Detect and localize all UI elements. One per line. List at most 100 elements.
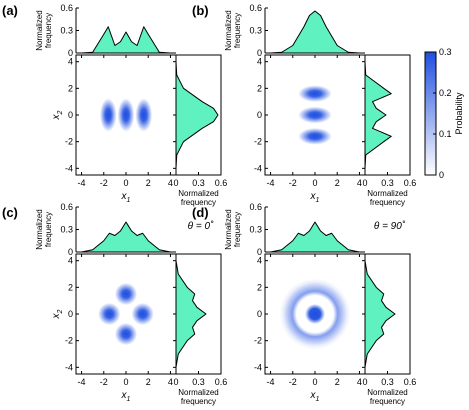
panel-c-xtick-label: -4 [78,377,86,387]
panel-a-letter: (a) [2,3,18,18]
panel-a-ytick-label: 4 [68,57,73,67]
panel-b-ytick-label: 4 [257,57,262,67]
panel-d-right-marginal-tick-label: 0.6 [404,377,417,387]
panel-c-right-marginal-label-2: frequency [181,397,216,406]
panel-b-xtick-label: 2 [335,178,340,188]
panel-a-ytick-label: -4 [65,163,73,173]
colorbar-label: Probability [454,92,464,135]
panel-d: (d)-4 -2 0 2 4-4-2024x100.30.6Normalizedfreq… [192,202,416,406]
panel-a-ylabel: x2 [51,110,64,120]
panel-d-top-marginal-tick-label: 0.6 [249,202,262,212]
panel-c-xtick-label: 0 [123,377,128,387]
panel-b-ytick-label: -2 [254,137,262,147]
panel-b-top-marginal-tick-label: 0.6 [249,3,262,13]
panel-d-right-marginal-tick-label: 0.3 [381,377,394,387]
colorbar-tick-label: 0.2 [439,88,452,98]
panel-a-right-marginal-tick-label: 0.3 [192,178,205,188]
panel-c-annotation: θ = 0˚ [188,220,214,232]
panel-d-density [279,278,351,350]
panel-c-xtick-label: 2 [146,377,151,387]
panel-a: (a)-4 -2 0 2 4-4-2024x1x200.30.6Normalizedfr… [2,3,227,207]
panel-b-xtick-label: -2 [289,178,297,188]
panel-c-letter: (c) [2,205,18,220]
panel-b-right-marginal-label-1: Normalized [367,189,407,198]
panel-c-right-marginal-area [176,260,206,368]
panel-c-ylabel: x2 [51,309,64,319]
panel-c-density [98,282,154,346]
panel-d-right-marginal-area [365,260,395,368]
panel-d-xtick-label: 4 [357,377,362,387]
panel-b-right-marginal-line [364,61,392,169]
panel-d-right-marginal-label-2: frequency [370,397,405,406]
panel-b: (b)-4 -2 0 2 4-4-2024x100.30.6Normalizedfreq… [192,3,416,207]
panel-d-right-marginal-label-1: Normalized [367,388,407,397]
panel-c: (c)-4 -2 0 2 4-4-2024x1x200.30.6Normalizedfr… [2,202,227,406]
panel-c-right-marginal-tick-label: 0.3 [192,377,205,387]
panel-a-ytick-label: 2 [68,83,73,93]
panel-a-xtick-label: -4 [78,178,86,188]
panel-a-right-marginal-label-2: frequency [181,198,216,207]
panel-a-xtick-label: -2 [100,178,108,188]
panel-b-xtick-label: 0 [312,178,317,188]
panel-a-ytick-label: 0 [68,110,73,120]
panel-c-xtick-label: 4 [168,377,173,387]
panel-b-xtick-label: -4 [267,178,275,188]
panel-d-ytick-label: -2 [254,336,262,346]
panel-b-top-marginal-tick-label: 0.3 [249,26,262,36]
panel-a-top-marginal-area [81,26,171,53]
panel-c-right-marginal-tick-label: 0 [173,377,178,387]
panel-d-xtick-label: 2 [335,377,340,387]
panel-b-right-marginal-area [365,61,392,169]
panel-b-density [298,85,332,145]
panel-b-top-marginal-label: Normalizedfrequency [224,10,242,50]
panel-a-xtick-label: 4 [168,178,173,188]
panel-b-xtick-label: 4 [357,178,362,188]
colorbar-tick-label: 0.3 [439,47,452,57]
panel-c-ytick-label: 4 [68,256,73,266]
panel-d-xtick-label: 0 [312,377,317,387]
panel-b-lobe-0 [298,85,332,102]
panel-a-top-marginal-tick-label: 0.3 [60,26,73,36]
panel-a-right-marginal-area [176,61,218,169]
panel-d-top-marginal-tick-label: 0.3 [249,225,262,235]
panel-c-top-marginal-label: Normalizedfrequency [35,209,53,249]
panel-b-top-marginal-tick-label: 0 [257,48,262,58]
colorbar-bar [424,51,437,176]
colorbar-tick-label: 0.1 [439,129,452,139]
panel-c-ytick-label: 2 [68,282,73,292]
panel-a-top-marginal-tick-label: 0.6 [60,3,73,13]
panel-c-top-marginal-tick-label: 0.3 [60,225,73,235]
panel-c-top-marginal-tick-label: 0 [68,247,73,257]
panel-a-density [99,98,153,132]
panel-c-lobe-1 [98,302,121,326]
colorbar: 0 0.1 0.2 0.3 Probability [424,47,464,180]
panel-b-top-marginal-area [270,11,360,53]
panel-d-top-marginal-area [270,222,360,252]
panel-a-right-marginal-tick-label: 0.6 [215,178,228,188]
panel-b-xlabel: x1 [310,191,320,204]
panel-c-right-marginal-label-1: Normalized [178,388,218,397]
panel-d-ytick-label: 2 [257,282,262,292]
panel-a-xlabel: x1 [121,191,131,204]
panel-a-top-marginal-line [81,26,171,54]
panel-c-top-marginal-line [81,221,171,253]
panel-a-right-marginal-label-1: Normalized [178,189,218,198]
panel-b-lobe-1 [298,106,332,124]
panel-c-plot-bg [76,254,176,374]
panel-b-lobe-2 [298,127,332,145]
panel-d-ytick-label: 4 [257,256,262,266]
panel-d-xtick-label: -2 [289,377,297,387]
panel-c-lobe-2 [131,302,154,326]
panel-c-lobe-0 [114,282,138,306]
panel-d-letter: (d) [192,205,209,220]
panel-b-ytick-label: 2 [257,83,262,93]
panel-a-lobe-0 [99,98,117,132]
panel-d-xlabel: x1 [310,390,320,403]
colorbar-tick-label: 0 [439,170,444,180]
panel-d-right-marginal-line [364,260,396,368]
panel-d-annotation: θ = 90˚ [374,220,406,232]
panel-d-ytick-label: -4 [254,362,262,372]
panel-c-right-marginal-tick-label: 0.6 [215,377,228,387]
panel-a-lobe-2 [135,98,153,132]
panel-c-ytick-label: -4 [65,362,73,372]
